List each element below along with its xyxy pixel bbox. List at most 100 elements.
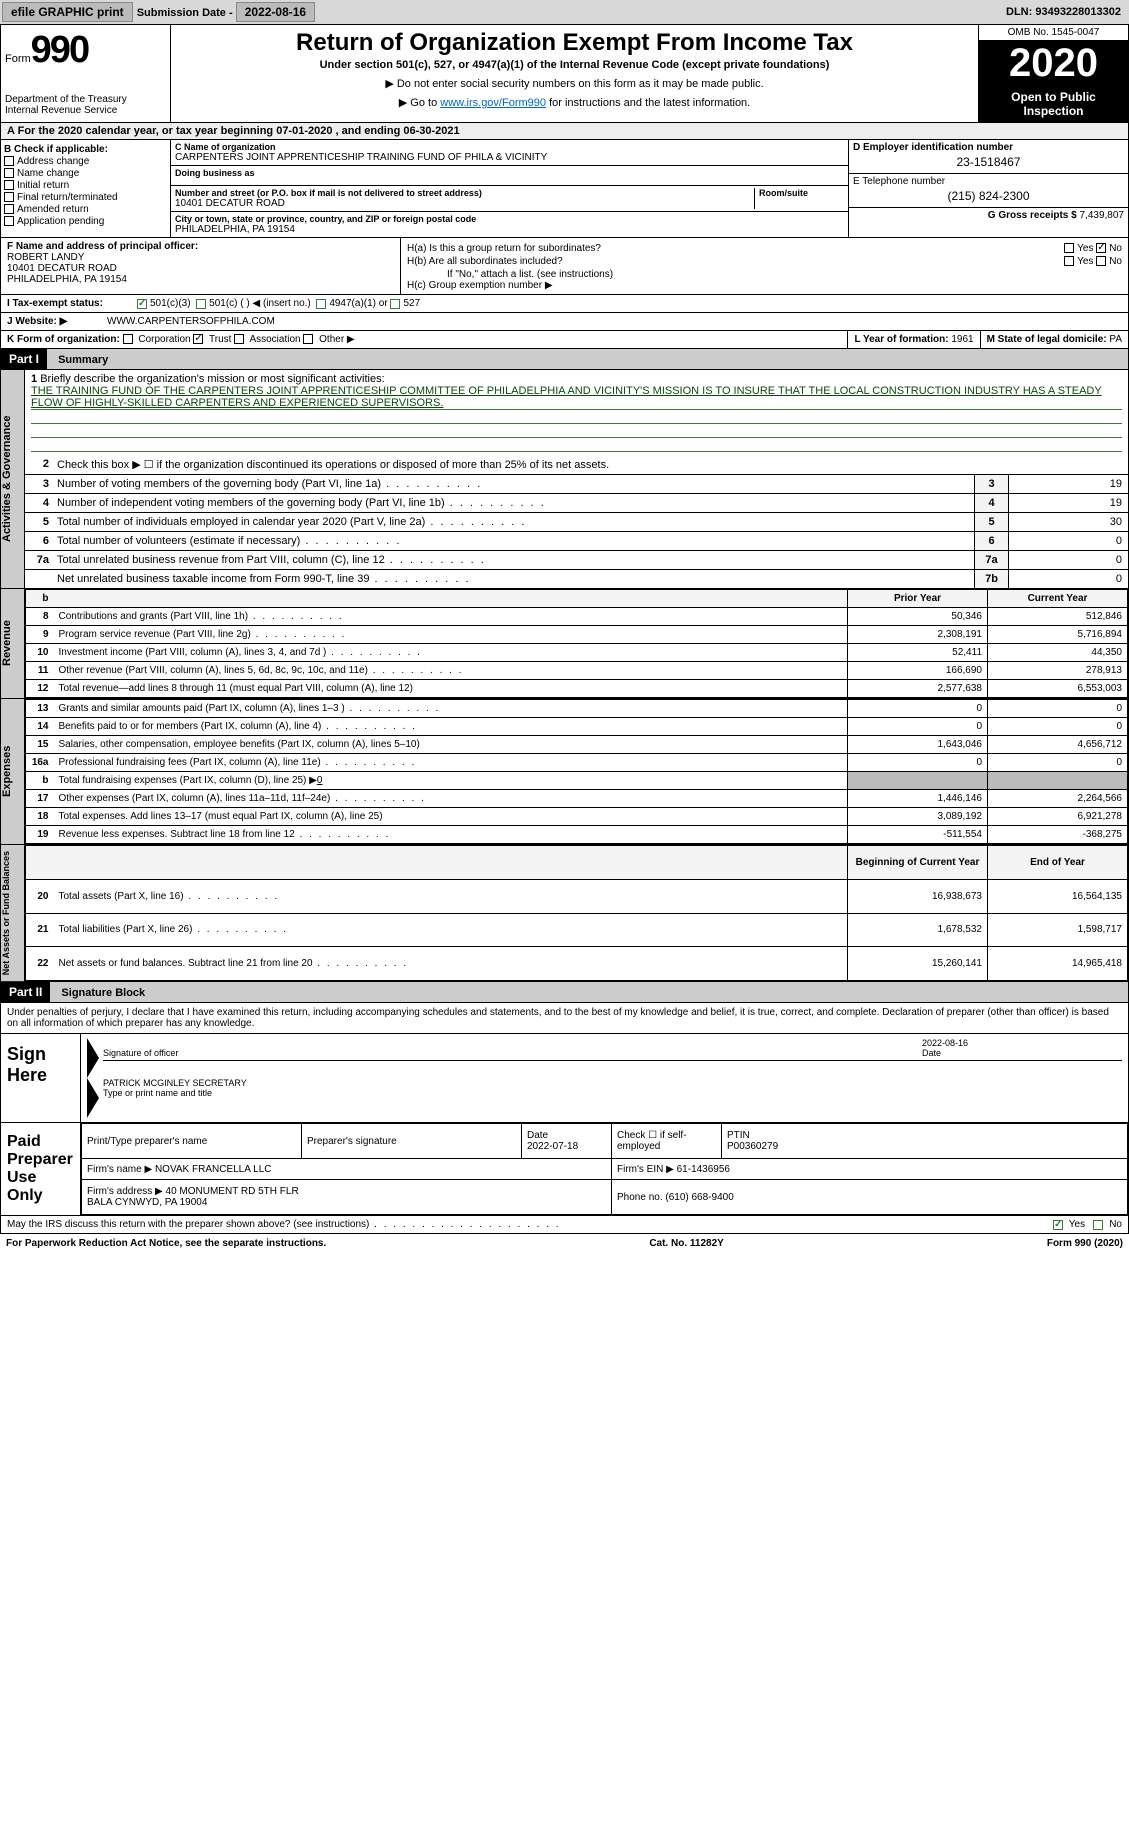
501c3-checkbox[interactable] xyxy=(137,299,147,309)
open-inspection: Open to Public Inspection xyxy=(979,86,1128,122)
k-label: K Form of organization: xyxy=(7,334,120,345)
dln-label: DLN: xyxy=(1006,6,1035,18)
blank2 xyxy=(54,590,848,608)
org-name: CARPENTERS JOINT APPRENTICESHIP TRAINING… xyxy=(175,152,844,163)
discuss-row: May the IRS discuss this return with the… xyxy=(0,1216,1129,1234)
q3-text: Number of voting members of the governin… xyxy=(53,475,974,493)
pending-checkbox[interactable] xyxy=(4,216,14,226)
blank3 xyxy=(26,846,54,880)
block-bcd: B Check if applicable: Address change Na… xyxy=(0,140,1129,238)
name-change-checkbox[interactable] xyxy=(4,168,14,178)
assoc-checkbox[interactable] xyxy=(234,334,244,344)
r9-text: Program service revenue (Part VIII, line… xyxy=(54,626,848,644)
q3-box: 3 xyxy=(974,475,1008,493)
officer-name-field: PATRICK MCGINLEY SECRETARYType or print … xyxy=(103,1078,1122,1098)
submission-date: 2022-08-16 xyxy=(236,2,315,22)
r21-end: 1,598,717 xyxy=(988,913,1128,947)
initial-checkbox[interactable] xyxy=(4,180,14,190)
r19-num: 19 xyxy=(26,826,54,844)
sig-officer-field: Signature of officer xyxy=(103,1038,922,1058)
submission-label-text: Submission Date - xyxy=(137,7,236,19)
r10-num: 10 xyxy=(26,644,54,662)
opt-501c: 501(c) ( ) ◀ (insert no.) xyxy=(209,298,311,309)
hb-label: H(b) Are all subordinates included? xyxy=(407,256,563,267)
phone-label: E Telephone number xyxy=(853,176,1124,187)
self-employed-label: Check ☐ if self-employed xyxy=(612,1124,722,1159)
ha-no-checkbox[interactable] xyxy=(1096,243,1106,253)
amended-checkbox[interactable] xyxy=(4,204,14,214)
paid-preparer-label: Paid Preparer Use Only xyxy=(1,1123,81,1215)
q7b-val: 0 xyxy=(1008,570,1128,588)
revenue-section: Revenue bPrior YearCurrent Year 8Contrib… xyxy=(0,589,1129,699)
efile-btn[interactable]: efile GRAPHIC print xyxy=(2,2,133,22)
form-header: Form990 Department of the Treasury Inter… xyxy=(0,24,1129,123)
r16b-val: 0 xyxy=(317,775,323,786)
r12-prior: 2,577,638 xyxy=(848,680,988,698)
header-right: OMB No. 1545-0047 2020 Open to Public In… xyxy=(978,25,1128,122)
r17-text: Other expenses (Part IX, column (A), lin… xyxy=(54,790,848,808)
q3-num: 3 xyxy=(25,475,53,493)
opt-corp: Corporation xyxy=(138,334,190,345)
part1-body: Activities & Governance 1 Briefly descri… xyxy=(0,370,1129,589)
addr-change-checkbox[interactable] xyxy=(4,156,14,166)
other-checkbox[interactable] xyxy=(303,334,313,344)
irs-link[interactable]: www.irs.gov/Form990 xyxy=(440,97,546,109)
r17-prior: 1,446,146 xyxy=(848,790,988,808)
r14-text: Benefits paid to or for members (Part IX… xyxy=(54,718,848,736)
final-checkbox[interactable] xyxy=(4,192,14,202)
part2-label: Part II xyxy=(1,982,50,1002)
form-note2: ▶ Go to www.irs.gov/Form990 for instruct… xyxy=(179,96,970,109)
r16a-prior: 0 xyxy=(848,754,988,772)
officer-name: ROBERT LANDY xyxy=(7,252,394,263)
form-number: 990 xyxy=(31,29,88,71)
r17-curr: 2,264,566 xyxy=(988,790,1128,808)
hb-yes: Yes xyxy=(1077,256,1093,267)
website-link[interactable]: WWW.CARPENTERSOFPHILA.COM xyxy=(107,316,275,327)
dln-value: 93493228013302 xyxy=(1035,6,1121,18)
r8-num: 8 xyxy=(26,608,54,626)
i-label: I Tax-exempt status: xyxy=(7,298,137,309)
r14-num: 14 xyxy=(26,718,54,736)
block-fh: F Name and address of principal officer:… xyxy=(0,238,1129,295)
corp-checkbox[interactable] xyxy=(123,334,133,344)
opt-assoc: Association xyxy=(249,334,300,345)
r14-prior: 0 xyxy=(848,718,988,736)
discuss-no-checkbox[interactable] xyxy=(1093,1220,1103,1230)
q1-num: 1 xyxy=(31,373,37,385)
q7a-text: Total unrelated business revenue from Pa… xyxy=(53,551,974,569)
501c-checkbox[interactable] xyxy=(196,299,206,309)
col-current: Current Year xyxy=(988,590,1128,608)
trust-checkbox[interactable] xyxy=(193,334,203,344)
firm-ein-label: Firm's EIN ▶ xyxy=(617,1164,674,1175)
r21-beg: 1,678,532 xyxy=(848,913,988,947)
part2-header-bar: Part II Signature Block xyxy=(0,982,1129,1003)
topbar: efile GRAPHIC print Submission Date - 20… xyxy=(0,0,1129,24)
q6-val: 0 xyxy=(1008,532,1128,550)
527-checkbox[interactable] xyxy=(390,299,400,309)
r22-num: 22 xyxy=(26,947,54,981)
mission-blank1 xyxy=(31,410,1122,424)
q7a-val: 0 xyxy=(1008,551,1128,569)
omb-number: OMB No. 1545-0047 xyxy=(979,25,1128,41)
mission-blank3 xyxy=(31,438,1122,452)
r8-curr: 512,846 xyxy=(988,608,1128,626)
discuss-yes: Yes xyxy=(1069,1219,1085,1230)
hb-no-checkbox[interactable] xyxy=(1096,256,1106,266)
4947-checkbox[interactable] xyxy=(316,299,326,309)
pending-label: Application pending xyxy=(17,216,104,227)
q6-text: Total number of volunteers (estimate if … xyxy=(53,532,974,550)
hb-yes-checkbox[interactable] xyxy=(1064,256,1074,266)
q7b-text: Net unrelated business taxable income fr… xyxy=(53,570,974,588)
firm-name-label: Firm's name ▶ xyxy=(87,1164,152,1175)
ptin-value: P00360279 xyxy=(727,1141,778,1152)
r20-beg: 16,938,673 xyxy=(848,879,988,913)
ha-label: H(a) Is this a group return for subordin… xyxy=(407,243,601,254)
r12-text: Total revenue—add lines 8 through 11 (mu… xyxy=(54,680,848,698)
b-label: B Check if applicable: xyxy=(4,144,167,155)
phone-value: (215) 824-2300 xyxy=(853,187,1124,205)
line-k: K Form of organization: Corporation Trus… xyxy=(0,331,1129,349)
discuss-yes-checkbox[interactable] xyxy=(1053,1220,1063,1230)
ha-yes-checkbox[interactable] xyxy=(1064,243,1074,253)
opt-527: 527 xyxy=(403,298,420,309)
l-label: L Year of formation: xyxy=(854,334,951,345)
